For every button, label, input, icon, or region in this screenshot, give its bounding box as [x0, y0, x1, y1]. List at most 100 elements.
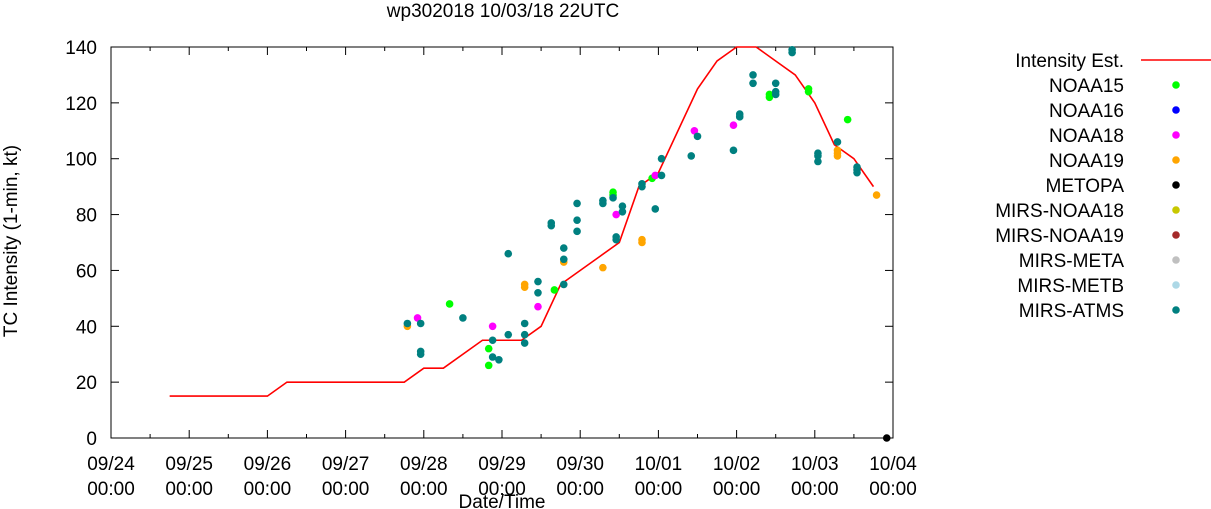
x-tick-label-time: 00:00 — [478, 479, 526, 500]
mirs-atms-point — [749, 71, 757, 79]
mirs-atms-point — [657, 171, 666, 180]
mirs-atms-point — [687, 152, 696, 160]
legend-label: MIRS-NOAA19 — [995, 226, 1124, 247]
mirs-atms-point — [599, 199, 607, 208]
legend: Intensity Est. NOAA15 NOAA16 NOAA18 NOAA19 ME… — [995, 51, 1211, 322]
mirs-atms-point — [771, 90, 780, 99]
legend-label: MIRS-METB — [1017, 276, 1124, 297]
mirs-atms-point — [573, 216, 581, 224]
mirs-atms-point — [559, 255, 568, 264]
mirs-atms-point — [403, 319, 412, 328]
y-axis-label: TC Intensity (1-min, kt) — [1, 145, 22, 337]
x-tick-label-date: 09/30 — [556, 454, 604, 475]
x-tick-label-time: 00:00 — [791, 479, 839, 500]
y-tick-label: 60 — [76, 261, 97, 282]
axes: 0 20 40 60 80 100 120 140 09/24 00:00 09/25 00:00 09… — [65, 38, 917, 500]
noaa18-point — [413, 314, 422, 322]
plot-area — [110, 46, 894, 439]
satellite-points-layer — [403, 45, 891, 442]
mirs-atms-point — [814, 152, 822, 160]
x-tick-label-time: 00:00 — [322, 479, 370, 500]
mirs-atms-point — [547, 221, 556, 230]
legend-label: NOAA15 — [1049, 76, 1124, 97]
x-tick-label-date: 10/02 — [713, 454, 761, 475]
x-axis-label: Date/Time — [459, 492, 546, 509]
mirs-atms-point — [559, 244, 568, 252]
legend-label: NOAA18 — [1049, 126, 1124, 147]
intensity-estimate-line — [169, 46, 875, 397]
mirs-atms-point — [814, 157, 822, 166]
noaa19-point — [520, 280, 529, 289]
metopa-point — [882, 434, 891, 442]
x-tick-label-time: 00:00 — [869, 479, 917, 500]
legend-marker — [1172, 181, 1180, 189]
y-tick-label: 0 — [86, 429, 97, 450]
y-tick-label: 140 — [65, 38, 97, 59]
mirs-atms-point — [788, 48, 796, 57]
x-tick-label-date: 10/03 — [791, 454, 839, 475]
noaa19-point — [638, 235, 646, 244]
y-tick-label: 120 — [65, 94, 97, 115]
x-tick-label-date: 09/27 — [322, 454, 370, 475]
mirs-atms-point — [657, 154, 666, 163]
mirs-atms-point — [638, 182, 646, 191]
noaa19-point — [833, 149, 842, 157]
mirs-atms-point — [520, 330, 529, 339]
noaa15-point — [550, 286, 559, 294]
mirs-atms-point — [534, 288, 542, 297]
legend-label: NOAA19 — [1049, 151, 1124, 172]
mirs-atms-point — [693, 132, 702, 141]
x-tick-label-date: 10/01 — [635, 454, 683, 475]
mirs-atms-point — [488, 353, 497, 361]
x-tick-label-time: 00:00 — [556, 479, 604, 500]
mirs-atms-point — [749, 79, 757, 88]
legend-label: MIRS-META — [1019, 251, 1125, 272]
x-tick-label-date: 09/25 — [165, 454, 213, 475]
x-tick-label-date: 09/29 — [478, 454, 526, 475]
x-tick-label-time: 00:00 — [244, 479, 292, 500]
legend-marker — [1172, 131, 1180, 139]
y-tick-label: 100 — [65, 150, 97, 171]
noaa18-point — [690, 126, 699, 135]
mirs-atms-point — [651, 205, 660, 213]
mirs-atms-point — [573, 199, 581, 208]
x-tick-label-date: 09/24 — [87, 454, 135, 475]
noaa18-point — [651, 171, 660, 180]
mirs-atms-point — [729, 146, 738, 155]
mirs-atms-point — [559, 280, 568, 289]
legend-marker — [1172, 306, 1180, 314]
mirs-atms-point — [520, 339, 529, 347]
noaa19-point — [872, 191, 881, 199]
noaa18-point — [488, 322, 497, 331]
legend-marker — [1172, 81, 1180, 89]
noaa18-point — [612, 210, 620, 219]
x-tick-label-time: 00:00 — [713, 479, 761, 500]
y-tick-label: 20 — [76, 373, 97, 394]
noaa15-point — [484, 344, 493, 353]
mirs-atms-point — [520, 319, 529, 328]
legend-marker — [1172, 231, 1180, 239]
mirs-atms-point — [609, 194, 617, 202]
mirs-atms-point — [618, 202, 627, 210]
x-tick-label-time: 00:00 — [400, 479, 448, 500]
mirs-atms-point — [534, 277, 542, 286]
mirs-atms-point — [416, 319, 425, 328]
mirs-atms-point — [504, 330, 513, 339]
mirs-atms-point — [416, 350, 425, 359]
mirs-atms-point — [504, 249, 513, 258]
noaa18-point — [729, 121, 738, 129]
noaa18-point — [534, 302, 542, 311]
noaa15-point — [843, 115, 852, 124]
legend-label: NOAA16 — [1049, 101, 1124, 122]
mirs-atms-point — [495, 356, 503, 364]
legend-marker — [1172, 281, 1180, 289]
mirs-atms-point — [771, 79, 780, 88]
mirs-atms-point — [833, 138, 842, 146]
legend-marker — [1172, 106, 1180, 114]
x-tick-label-time: 00:00 — [165, 479, 213, 500]
x-tick-label-date: 09/26 — [244, 454, 292, 475]
x-tick-label-date: 10/04 — [869, 454, 917, 475]
mirs-atms-point — [735, 113, 744, 121]
x-tick-label-time: 00:00 — [87, 479, 135, 500]
